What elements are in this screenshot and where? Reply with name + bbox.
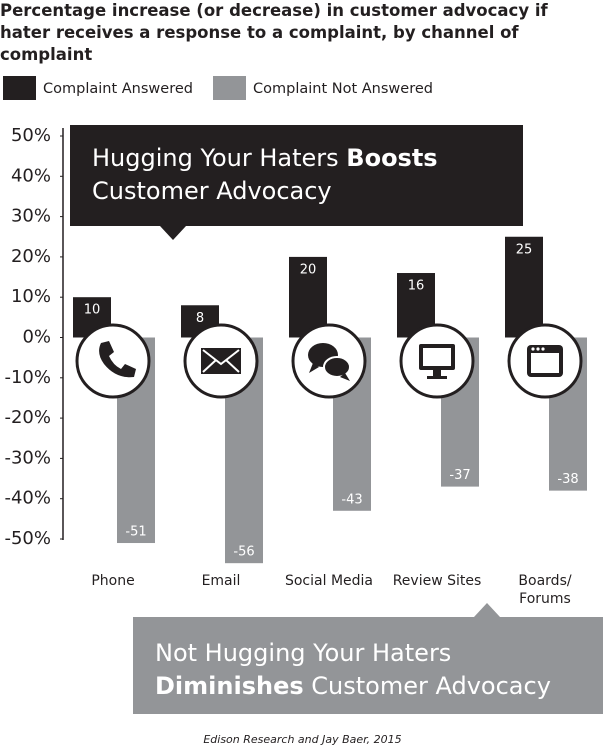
value-label: 10 — [84, 303, 101, 318]
callout-bold: Boosts — [346, 144, 438, 172]
value-label: -37 — [449, 468, 470, 483]
callout-pointer — [474, 603, 500, 617]
legend-swatch — [213, 76, 246, 100]
y-tick-label: 0% — [22, 327, 51, 348]
y-tick-label: 50% — [11, 125, 51, 146]
value-label: -56 — [233, 545, 254, 560]
icon-circle — [75, 323, 151, 399]
channel-icon — [75, 323, 151, 399]
y-tick-label: 40% — [11, 165, 51, 186]
y-tick-label: -10% — [4, 367, 51, 388]
x-tick-label: Email — [201, 573, 241, 589]
y-tick-label: -30% — [4, 447, 51, 468]
callout-line: Customer Advocacy — [311, 672, 551, 700]
channel-icon — [507, 323, 583, 399]
icon-dot — [541, 347, 545, 351]
value-label: 20 — [300, 262, 317, 277]
chart-title: Percentage increase (or decrease) in cus… — [0, 1, 548, 64]
callout-line: Hugging Your Haters — [92, 144, 339, 172]
callout-bold: Diminishes — [155, 672, 304, 700]
legend-swatch — [3, 76, 36, 100]
y-tick-label: 10% — [11, 286, 51, 307]
channel-icon — [183, 323, 259, 399]
legend-label: Complaint Not Answered — [253, 81, 433, 97]
callout-text: Not Hugging Your Haters Diminishes Custom… — [155, 637, 551, 703]
icon-stand — [427, 370, 447, 379]
icon-dot — [536, 347, 540, 351]
x-tick-label: Social Media — [284, 573, 373, 589]
value-label: -43 — [341, 492, 362, 507]
icon-window-body — [531, 353, 559, 373]
callout-text: Hugging Your Haters Boosts Customer Advoc… — [92, 142, 438, 208]
icon-screen — [423, 348, 451, 366]
source: Edison Research and Jay Baer, 2015 — [203, 733, 402, 746]
channel-icon — [399, 323, 475, 399]
value-label: 16 — [408, 279, 425, 294]
icon-phone — [99, 341, 136, 378]
icon-bubble-tail — [309, 363, 319, 373]
value-label: -38 — [557, 472, 578, 487]
legend-label: Complaint Answered — [43, 81, 193, 97]
bar — [289, 256, 327, 338]
callout-line: Customer Advocacy — [92, 177, 332, 205]
y-tick-label: 20% — [11, 246, 51, 267]
y-tick-label: -20% — [4, 407, 51, 428]
callout-pointer — [160, 226, 186, 240]
value-label: 8 — [196, 311, 204, 326]
bar — [505, 236, 543, 338]
value-label: 25 — [516, 242, 533, 257]
callout-box — [133, 617, 603, 714]
x-tick-label: Review Sites — [392, 573, 482, 589]
y-tick-label: -50% — [4, 528, 51, 549]
value-label: -51 — [125, 525, 146, 540]
callout-box — [70, 125, 523, 226]
callout-line: Not Hugging Your Haters — [155, 639, 452, 667]
icon-envelope-flap — [202, 349, 240, 373]
icon-bubble — [323, 356, 351, 378]
icon-envelope — [201, 348, 241, 374]
y-tick-label: -40% — [4, 488, 51, 509]
y-tick-label: 30% — [11, 206, 51, 227]
icon-dot — [531, 347, 535, 351]
icon-bubble-tail — [340, 373, 350, 381]
channel-icon — [291, 323, 367, 399]
x-tick-label: Boards/ Forums — [518, 573, 572, 607]
x-tick-label: Phone — [91, 573, 135, 589]
